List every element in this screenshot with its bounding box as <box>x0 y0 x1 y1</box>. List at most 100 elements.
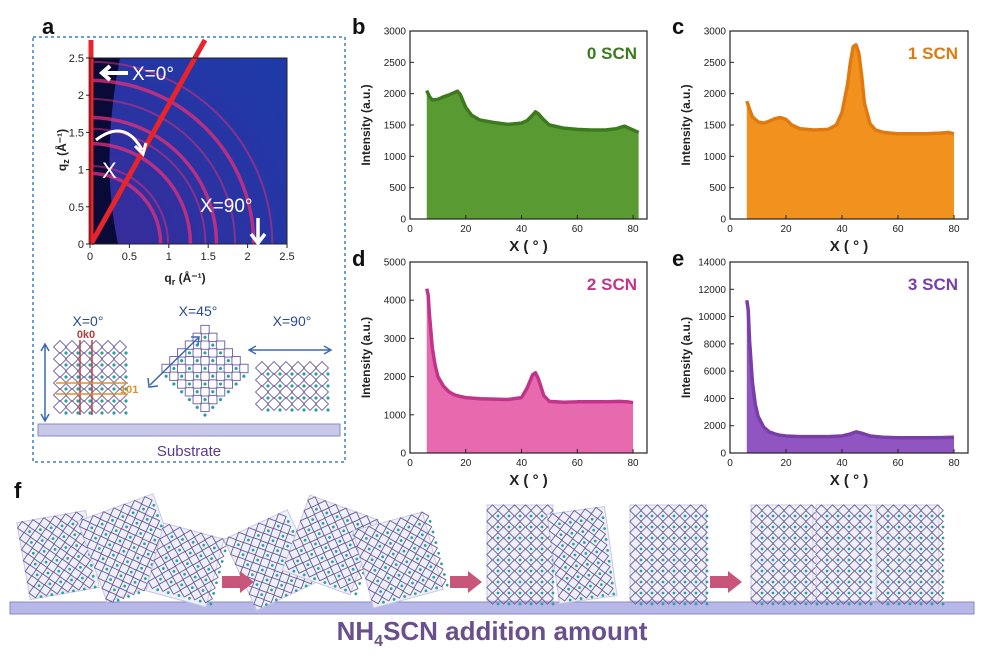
octahedron <box>307 496 320 509</box>
octahedron <box>815 537 828 550</box>
octahedron <box>519 504 532 517</box>
octahedron <box>185 564 198 577</box>
cation <box>639 602 643 606</box>
cation <box>886 580 890 584</box>
x-axis-label-b: X ( ° ) <box>509 238 548 255</box>
octahedron <box>837 570 850 583</box>
octahedron <box>391 586 405 599</box>
octahedron <box>876 548 889 561</box>
octahedron <box>486 526 499 539</box>
octahedron <box>486 504 499 517</box>
octahedron <box>592 517 605 531</box>
cation <box>294 589 298 593</box>
octahedron <box>508 548 521 561</box>
octahedron <box>595 539 608 552</box>
cation <box>518 558 522 562</box>
octahedron <box>673 504 686 517</box>
octahedron <box>58 569 72 582</box>
octahedron <box>264 542 277 554</box>
octahedron <box>378 578 391 591</box>
octahedron <box>695 548 708 561</box>
cation <box>212 591 216 595</box>
octahedron <box>848 515 861 528</box>
octahedron <box>772 537 785 550</box>
octahedron <box>859 537 872 550</box>
octahedron <box>887 526 900 539</box>
cation <box>310 552 314 556</box>
cation <box>782 536 786 540</box>
octahedron <box>750 559 763 572</box>
cation <box>149 528 153 532</box>
cation <box>562 555 566 558</box>
octahedron <box>568 587 582 601</box>
octahedron <box>581 519 594 532</box>
cation <box>507 569 511 573</box>
octahedron <box>848 548 861 561</box>
octahedron <box>794 504 807 517</box>
octahedron <box>629 581 642 594</box>
cation <box>442 573 446 576</box>
octahedron <box>640 592 653 605</box>
cation <box>650 525 654 529</box>
cation <box>375 534 379 538</box>
octahedron <box>761 537 774 550</box>
cation <box>836 536 840 540</box>
cation <box>328 535 331 539</box>
cation <box>507 558 511 562</box>
cation <box>804 558 808 562</box>
octahedron <box>57 558 70 571</box>
cation <box>869 569 873 573</box>
cation <box>672 514 676 518</box>
octahedron <box>931 548 944 561</box>
octahedron <box>931 526 944 539</box>
cation <box>405 560 409 564</box>
octahedron <box>530 559 543 572</box>
octahedron <box>629 504 642 517</box>
octahedron <box>245 527 257 539</box>
octahedron <box>598 561 611 574</box>
cation <box>507 602 511 606</box>
cation <box>587 573 591 577</box>
octahedron <box>486 515 499 528</box>
cation <box>919 536 923 540</box>
octahedron <box>418 556 431 569</box>
octahedron <box>396 517 409 530</box>
octahedron <box>171 572 184 585</box>
cation <box>358 582 362 585</box>
octahedron <box>179 585 192 598</box>
octahedron <box>259 532 272 544</box>
cation <box>191 540 195 544</box>
cation <box>320 556 324 560</box>
cation <box>694 525 698 529</box>
cation <box>210 557 213 561</box>
octahedron <box>203 580 216 593</box>
cation <box>50 593 54 597</box>
octahedron <box>783 526 796 539</box>
cation <box>908 602 912 606</box>
cation <box>177 594 181 597</box>
octahedron <box>684 504 697 517</box>
cation <box>825 558 829 562</box>
octahedron <box>898 526 911 539</box>
cation <box>694 547 698 551</box>
panel-letter-d: d <box>352 246 366 271</box>
cation <box>771 580 775 584</box>
octahedron <box>48 571 61 584</box>
octahedron <box>18 531 32 545</box>
cation <box>71 522 75 526</box>
octahedron <box>651 548 664 561</box>
octahedron <box>859 559 872 572</box>
cation <box>919 569 923 573</box>
cation <box>581 530 585 534</box>
octahedron <box>826 504 839 517</box>
octahedron <box>33 551 46 564</box>
octahedron <box>815 570 828 583</box>
cation <box>507 591 511 595</box>
octahedron <box>579 508 593 521</box>
octahedron <box>530 548 543 561</box>
octahedron <box>530 592 543 605</box>
octahedron <box>486 581 499 594</box>
octahedron <box>931 559 944 572</box>
cation <box>364 537 368 540</box>
